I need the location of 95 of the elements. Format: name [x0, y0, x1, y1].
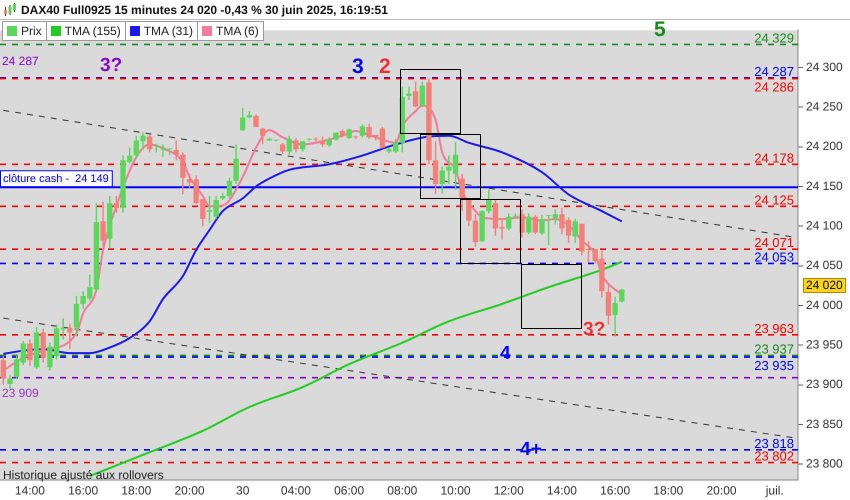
- x-tick-label: 18:00: [653, 484, 684, 498]
- candlestick: [572, 218, 578, 244]
- candlestick: [360, 124, 366, 138]
- y-tick-label: 24 000: [806, 298, 844, 312]
- legend-label: TMA (31): [144, 24, 194, 38]
- candlestick: [0, 356, 6, 386]
- annotation: Historique ajusté aux rollovers: [3, 468, 164, 482]
- candlestick: [320, 136, 326, 148]
- ref-line-label: 24 178: [754, 150, 794, 166]
- ref-line-label: 24 329: [754, 30, 794, 46]
- x-tick-label: juil.: [764, 484, 784, 498]
- ref-line-label: clôture cash - 24 149: [3, 172, 109, 185]
- x-tick-label: 10:00: [440, 484, 471, 498]
- ref-line-label: 23 818: [754, 436, 794, 451]
- candlestick: [526, 212, 532, 235]
- candlestick: [240, 107, 246, 132]
- ref-line-label: 24 287: [754, 64, 794, 79]
- candlestick: [506, 212, 512, 231]
- x-tick-label: 06:00: [334, 484, 364, 498]
- candlestick: [406, 86, 412, 101]
- annotation: 3?: [583, 319, 606, 341]
- chart-title: DAX40 Full0925 15 minutes 24 020 -0,43 % 30 juin 2025, 16:19:51: [21, 2, 388, 16]
- annotation: 3?: [100, 55, 122, 77]
- candlestick: [27, 338, 33, 366]
- candlestick: [114, 195, 120, 214]
- annotation: 3: [352, 55, 364, 78]
- ref-line-label: 24 286: [754, 80, 794, 95]
- ref-line-label: 23 935: [754, 358, 794, 374]
- candlestick: [260, 127, 266, 146]
- ref-line-label: 24 053: [754, 249, 794, 264]
- candlestick: [174, 140, 179, 161]
- candlestick: [346, 128, 352, 140]
- candlestick: [432, 140, 438, 194]
- ref-line-label: 23 802: [754, 448, 794, 464]
- x-tick-label: 30: [236, 484, 250, 498]
- candlestick: [233, 144, 239, 185]
- candlestick: [286, 135, 292, 156]
- x-tick-label: 20:00: [174, 484, 205, 498]
- candlestick: [67, 323, 72, 350]
- candlestick: [612, 296, 618, 338]
- y-tick-label: 24 150: [806, 178, 844, 193]
- x-tick-label: 04:00: [280, 484, 312, 498]
- candlestick: [146, 134, 152, 154]
- annotation: 5: [654, 18, 666, 42]
- x-tick-label: 12:00: [494, 484, 524, 498]
- annotation: 4+: [520, 439, 542, 461]
- candlestick: [154, 142, 159, 154]
- candlestick: [466, 198, 472, 227]
- candlestick: [486, 188, 492, 214]
- candlestick: [253, 114, 259, 128]
- legend-label: TMA (155): [64, 24, 121, 38]
- x-tick-label: 14:00: [14, 484, 46, 498]
- candlestick: [180, 152, 186, 196]
- annotation: 23 909: [2, 386, 39, 400]
- annotation: 2: [379, 55, 391, 78]
- candlestick: [74, 295, 80, 338]
- candlestick: [619, 288, 624, 303]
- x-tick-label: 14:00: [546, 484, 578, 498]
- y-tick-label: 23 850: [806, 416, 844, 431]
- ref-line-label: 24 071: [754, 235, 794, 250]
- candlestick: [293, 137, 299, 154]
- x-tick-label: 16:00: [68, 484, 98, 498]
- candlestick: [280, 142, 286, 155]
- y-tick-label: 24 200: [806, 139, 844, 154]
- candlestick: [532, 214, 538, 235]
- candlestick: [472, 214, 478, 248]
- candlestick: [326, 136, 332, 148]
- y-tick-label: 24 250: [806, 99, 844, 114]
- ref-line-label: 23 963: [754, 320, 794, 336]
- candlestick: [460, 173, 465, 212]
- y-tick-label: 23 950: [806, 337, 844, 352]
- y-tick-label: 24 100: [806, 218, 844, 232]
- candlestick: [100, 200, 106, 248]
- annotation: 24 287: [2, 54, 39, 68]
- candlestick: [606, 282, 612, 326]
- candlestick: [226, 177, 232, 200]
- annotation: 4: [500, 343, 511, 365]
- candlestick: [420, 81, 425, 108]
- ref-line-label: 23 937: [754, 341, 794, 356]
- candlestick: [412, 81, 418, 108]
- y-tick-label: 24 300: [806, 60, 844, 74]
- x-tick-label: 08:00: [387, 484, 418, 498]
- candlestick: [539, 214, 545, 236]
- candlestick: [440, 166, 445, 194]
- x-tick-label: 20:00: [706, 484, 737, 498]
- y-tick-label: 24 050: [806, 258, 844, 272]
- text: 24 020: [803, 278, 846, 294]
- x-tick-label: 18:00: [121, 484, 152, 498]
- legend-label: Prix: [21, 24, 42, 38]
- ref-line-label: 24 125: [754, 192, 794, 208]
- x-tick-label: 16:00: [600, 484, 630, 498]
- y-tick-label: 23 900: [806, 377, 844, 392]
- y-tick-label: 23 800: [806, 456, 844, 470]
- candlestick: [7, 374, 13, 390]
- legend-label: TMA (6): [216, 24, 259, 38]
